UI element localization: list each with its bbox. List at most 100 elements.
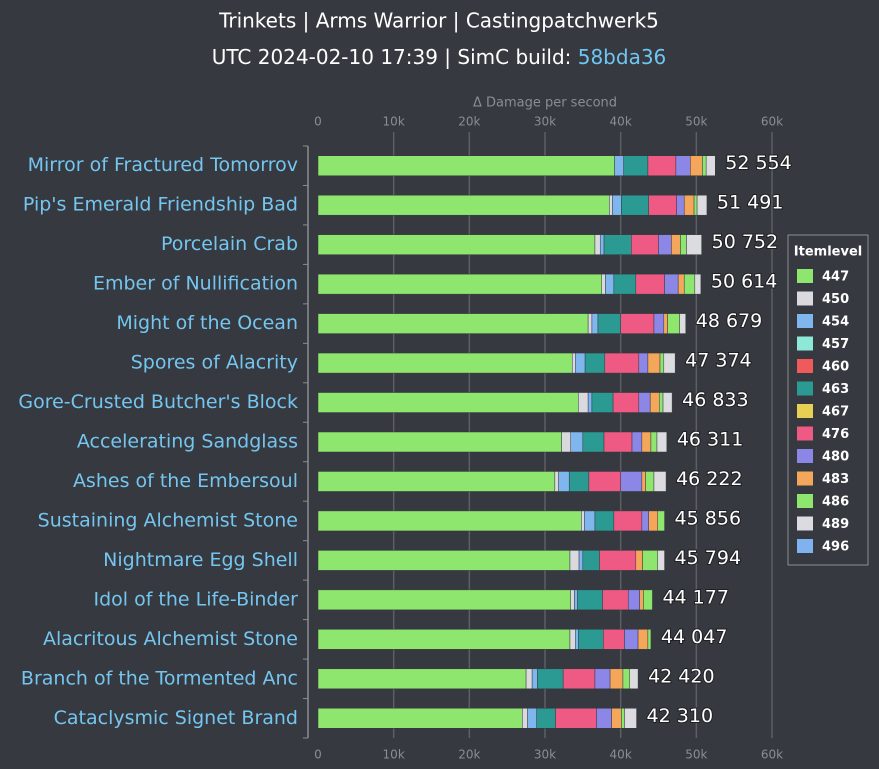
total-label: 42 310	[647, 705, 713, 727]
bar-segment	[612, 392, 640, 413]
category-label: Branch of the Tormented Anc	[21, 667, 298, 689]
total-label: 44 047	[661, 626, 727, 648]
bar-segment	[675, 155, 691, 176]
legend-label: 467	[822, 405, 849, 420]
bar-segment	[596, 708, 612, 729]
category-label: Gore-Crusted Butcher's Block	[18, 391, 298, 413]
bar-segment	[641, 471, 646, 492]
legend-swatch	[797, 426, 813, 441]
bar-segment	[647, 155, 677, 176]
bar-segment	[317, 234, 596, 255]
legend-swatch	[797, 381, 813, 396]
bar-segment	[317, 155, 615, 176]
bar-segment	[679, 313, 686, 334]
bar-segment	[623, 155, 649, 176]
bar-segment	[555, 708, 597, 729]
bar-segment	[643, 589, 653, 611]
category-label: Accelerating Sandglass	[77, 431, 298, 453]
bar-segment	[693, 194, 698, 216]
total-label: 50 614	[711, 271, 777, 293]
category-label: Nightmare Egg Shell	[103, 549, 298, 571]
bar-segment	[604, 352, 640, 374]
bar-segment	[527, 708, 537, 729]
bar-segment	[317, 589, 571, 611]
legend-swatch	[797, 291, 813, 306]
bar-segment	[653, 471, 667, 492]
bar-segment	[609, 194, 613, 216]
bar-segment	[642, 550, 658, 571]
x-tick-label-top: 0	[314, 115, 322, 129]
legend-box	[787, 234, 869, 566]
bar-segment	[702, 155, 707, 176]
category-label: Ashes of the Embersoul	[73, 470, 298, 492]
bar-segment	[621, 194, 649, 216]
bar-segment	[568, 471, 590, 492]
bar-segment	[605, 273, 615, 295]
legend-label: 460	[822, 360, 849, 375]
legend-swatch	[797, 359, 813, 373]
bar-segment	[525, 668, 533, 690]
total-label: 45 856	[675, 507, 741, 529]
bar-segment	[537, 668, 564, 690]
x-tick-label-bottom: 40k	[610, 748, 632, 762]
bar-segment	[648, 194, 677, 216]
legend-swatch	[797, 269, 813, 283]
total-label: 44 177	[662, 586, 728, 608]
legend-swatch	[797, 449, 813, 463]
bar-segment	[620, 471, 643, 492]
bar-segment	[631, 431, 643, 453]
build-link[interactable]: 58bda36	[578, 45, 667, 69]
x-tick-label-top: 60k	[761, 115, 783, 129]
bar-segment	[647, 629, 652, 650]
bar-segment	[657, 550, 665, 571]
x-tick-label-top: 20k	[458, 115, 480, 129]
bar-segment	[574, 589, 578, 611]
bar-segment	[639, 589, 644, 611]
x-tick-label-bottom: 20k	[458, 748, 480, 762]
bar-segment	[638, 352, 649, 374]
bar-segment	[627, 589, 640, 611]
bar-segment	[603, 234, 632, 255]
x-tick-label-bottom: 30k	[534, 748, 556, 762]
bar-segment	[588, 471, 621, 492]
chart-title: Trinkets | Arms Warrior | Castingpatchwe…	[218, 9, 659, 33]
bar-segment	[558, 471, 570, 492]
x-tick-label-bottom: 0	[314, 748, 322, 762]
bar-segment	[575, 352, 586, 374]
bar-segment	[663, 313, 668, 334]
bar-segment	[317, 392, 579, 413]
bar-segment	[317, 313, 589, 334]
category-label: Idol of the Life-Binder	[93, 588, 298, 610]
bar-segment	[659, 392, 664, 413]
category-label: Pip's Emerald Friendship Bad	[23, 194, 298, 216]
legend-label: 476	[822, 427, 849, 442]
bar-segment	[562, 668, 596, 690]
bar-segment	[609, 668, 624, 690]
bar-segment	[680, 234, 687, 255]
bar-segment	[578, 550, 584, 571]
x-axis-label: Δ Damage per second	[473, 96, 617, 111]
category-label: Cataclysmic Signet Brand	[54, 707, 298, 729]
bar-segment	[613, 510, 643, 532]
bar-segment	[317, 273, 602, 295]
bar-segment	[599, 550, 637, 571]
bar-segment	[317, 668, 527, 690]
bar-segment	[683, 273, 696, 295]
category-label: Ember of Nullification	[93, 273, 298, 295]
bar-segment	[603, 629, 625, 650]
bar-segment	[659, 352, 665, 374]
bar-segment	[570, 589, 575, 611]
total-label: 46 311	[677, 429, 743, 451]
legend-label: 463	[822, 382, 849, 397]
x-tick-label-top: 10k	[383, 115, 405, 129]
x-tick-label-bottom: 10k	[383, 748, 405, 762]
bar-segment	[578, 392, 589, 413]
bar-segment	[587, 313, 593, 334]
bar-segment	[624, 708, 637, 729]
bar-segment	[581, 510, 585, 532]
x-tick-label-top: 40k	[610, 115, 632, 129]
legend-label: 457	[822, 337, 849, 352]
legend-swatch	[797, 336, 813, 351]
bar-segment	[591, 313, 599, 334]
bar-segment	[317, 510, 582, 532]
